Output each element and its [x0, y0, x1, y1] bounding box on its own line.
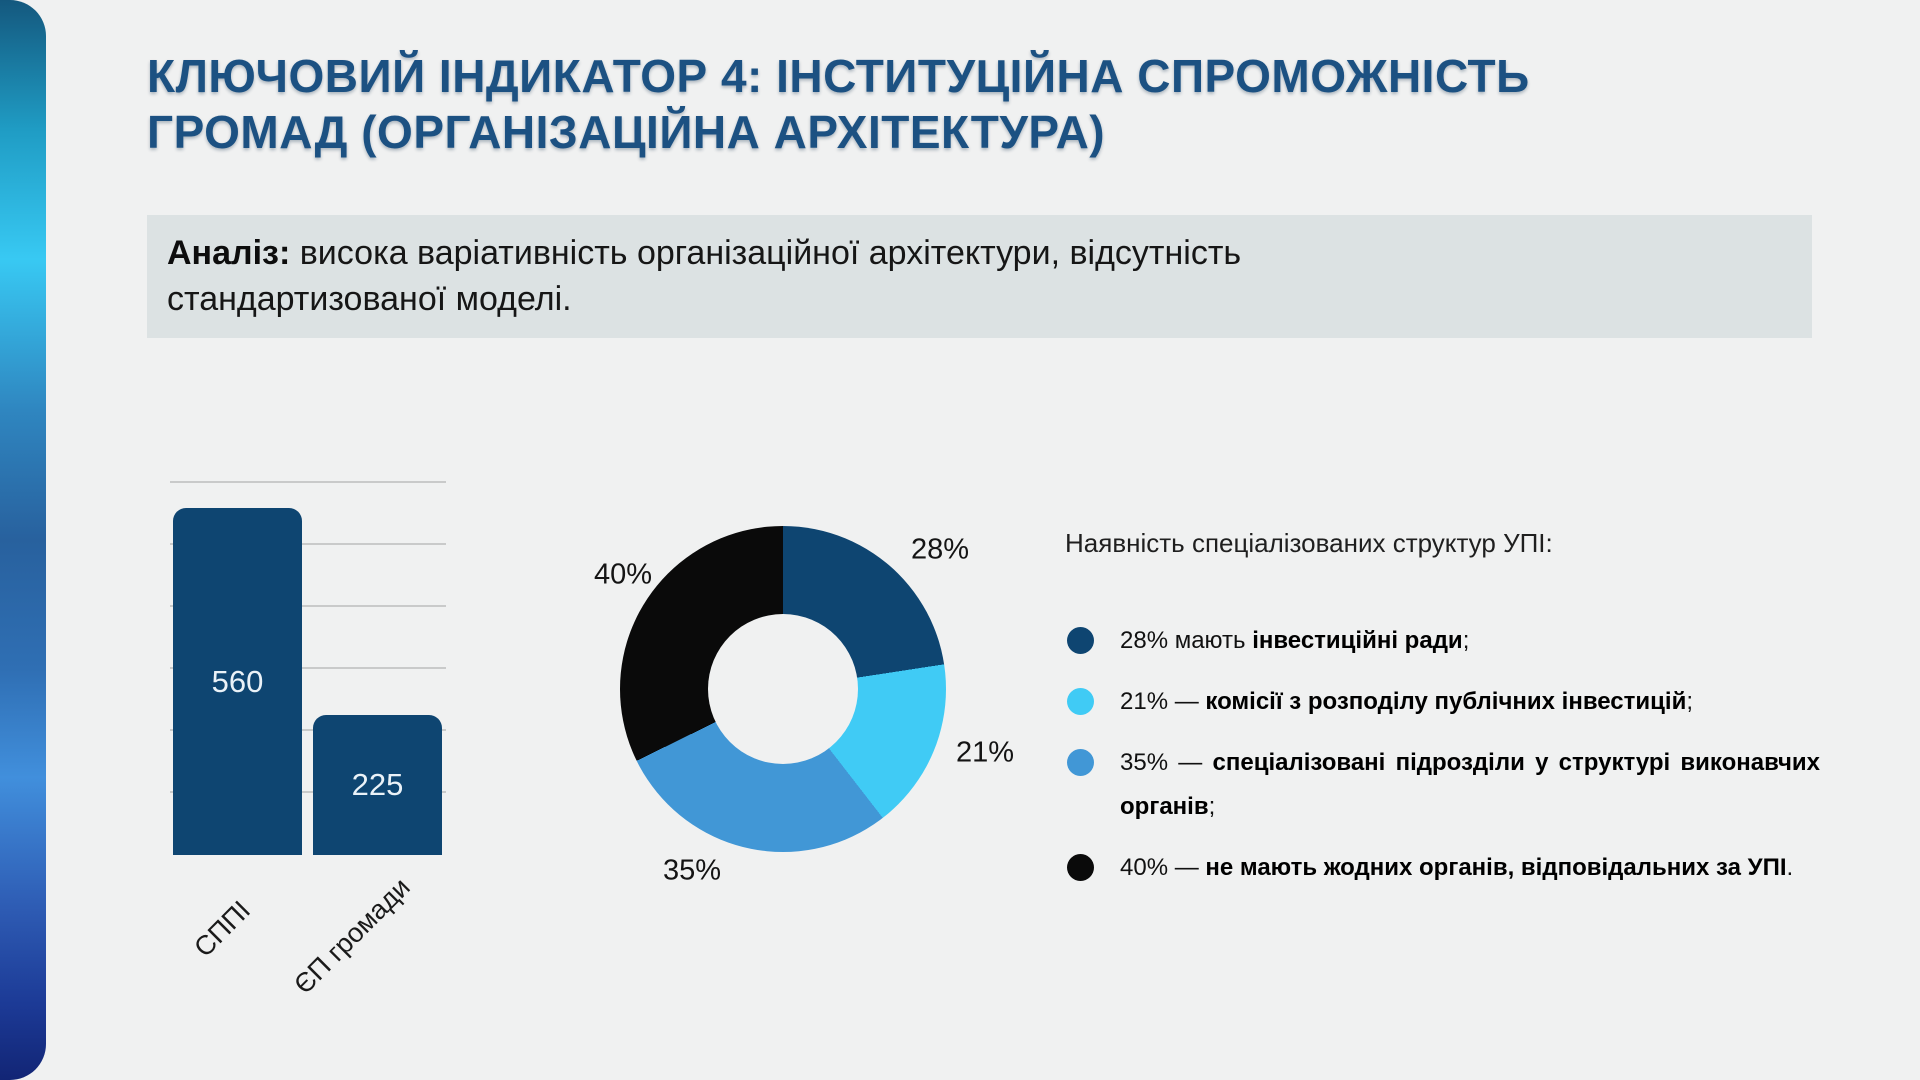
page-title: КЛЮЧОВИЙ ІНДИКАТОР 4: ІНСТИТУЦІЙНА СПРОМ… [147, 48, 1867, 160]
analysis-text: Аналіз: висока варіативність організацій… [167, 234, 1242, 318]
analysis-label: Аналіз: [167, 234, 291, 272]
left-accent-bar [0, 0, 46, 1080]
gridline [170, 481, 446, 483]
legend-item: 28% мають інвестиційні ради; [1065, 619, 1875, 663]
bar-chart: 560 225 СППІ ЄП громади [170, 460, 446, 1000]
legend-dot-medium-blue [1067, 749, 1094, 776]
gridline [170, 543, 446, 545]
legend-item-text: 28% мають інвестиційні ради; [1120, 627, 1470, 654]
gridline [170, 729, 446, 731]
bar-category-label: ЄП громади [288, 872, 417, 1000]
gridline [170, 667, 446, 669]
legend-item: 40% — не мають жодних органів, відповіда… [1065, 846, 1875, 890]
legend-item: 21% — комісії з розподілу публічних інве… [1065, 680, 1875, 724]
legend-dot-cyan [1067, 688, 1094, 715]
title-line-1: КЛЮЧОВИЙ ІНДИКАТОР 4: ІНСТИТУЦІЙНА СПРОМ… [147, 50, 1530, 102]
legend-heading: Наявність спеціалізованих структур УПІ: [1065, 528, 1553, 558]
title-line-2: ГРОМАД (ОРГАНІЗАЦІЙНА АРХІТЕКТУРА) [147, 106, 1106, 158]
bar-category-label: СППІ [188, 895, 257, 963]
legend-item: 35% — спеціалізовані підрозділи у структ… [1065, 741, 1875, 829]
donut-label-35: 35% [662, 854, 722, 887]
donut-chart [620, 526, 946, 852]
bar-sppi: 560 [173, 508, 302, 855]
donut-hole [708, 614, 858, 764]
legend-items: 28% мають інвестиційні ради; 21% — коміс… [1065, 619, 1875, 890]
legend-dot-black [1067, 854, 1094, 881]
donut-label-28: 28% [910, 533, 970, 566]
legend-item-text: 35% — спеціалізовані підрозділи у структ… [1120, 749, 1821, 820]
bar-value-label: 225 [351, 767, 404, 802]
legend-item-text: 21% — комісії з розподілу публічних інве… [1120, 688, 1694, 715]
legend-dot-dark-blue [1067, 627, 1094, 654]
bar-value-label: 560 [211, 663, 264, 699]
legend-item-text: 40% — не мають жодних органів, відповіда… [1120, 854, 1794, 881]
donut-label-40: 40% [593, 558, 653, 591]
legend: Наявність спеціалізованих структур УПІ: … [1065, 528, 1875, 907]
gridline [170, 605, 446, 607]
analysis-box: Аналіз: висока варіативність організацій… [147, 215, 1812, 338]
donut-label-21: 21% [955, 736, 1015, 769]
bar-ep-hromady: 225 [313, 715, 442, 855]
gridline [170, 791, 446, 793]
